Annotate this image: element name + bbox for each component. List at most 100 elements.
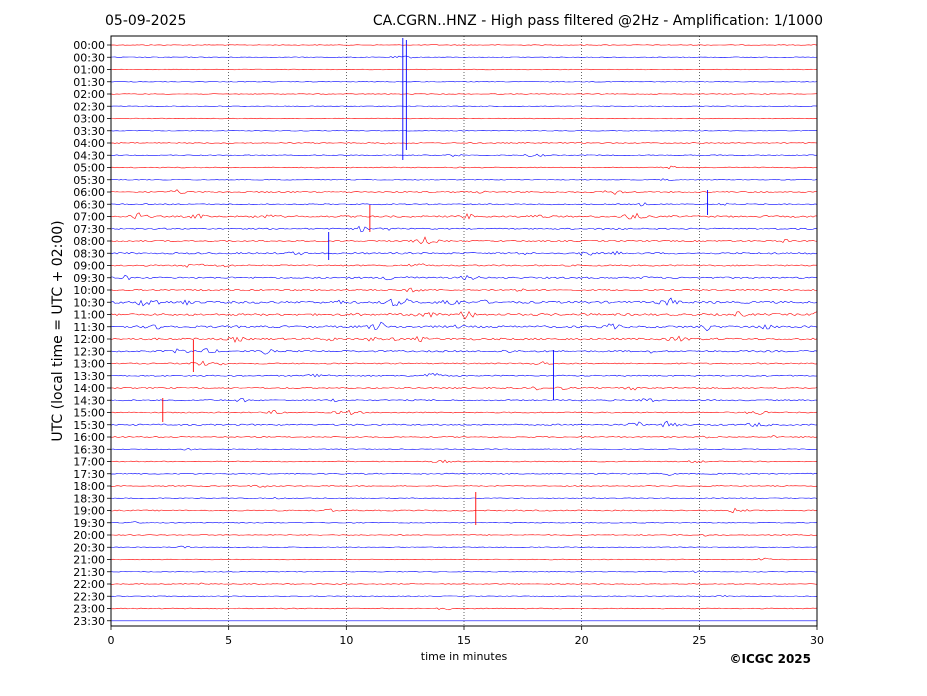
trace-2030 bbox=[110, 545, 818, 549]
trace-0900 bbox=[110, 263, 817, 268]
trace-1000 bbox=[110, 287, 818, 293]
y-tick-label: 04:00 bbox=[73, 137, 105, 150]
y-tick-label: 06:30 bbox=[73, 198, 105, 211]
y-tick-label: 20:30 bbox=[73, 541, 105, 554]
trace-0400 bbox=[110, 141, 818, 145]
trace-1600 bbox=[110, 435, 818, 439]
y-tick-label: 19:30 bbox=[73, 517, 105, 530]
trace-0800 bbox=[110, 236, 818, 245]
y-tick-label: 13:00 bbox=[73, 358, 105, 371]
trace-0330 bbox=[110, 130, 818, 132]
y-tick-label: 15:00 bbox=[73, 407, 105, 420]
y-tick-label: 07:00 bbox=[73, 211, 105, 224]
trace-0230 bbox=[110, 105, 818, 107]
trace-2230 bbox=[110, 595, 818, 598]
trace-0300 bbox=[111, 117, 818, 120]
chart-date: 05-09-2025 bbox=[105, 13, 186, 29]
trace-0030 bbox=[110, 55, 818, 59]
y-tick-label: 08:00 bbox=[73, 235, 105, 248]
trace-0630 bbox=[110, 202, 818, 207]
trace-0700 bbox=[110, 212, 817, 220]
y-tick-label: 23:30 bbox=[73, 615, 105, 628]
trace-0100 bbox=[110, 68, 818, 71]
y-tick-label: 21:00 bbox=[73, 554, 105, 567]
y-tick-label: 04:30 bbox=[73, 149, 105, 162]
trace-0430 bbox=[110, 153, 818, 157]
trace-0730 bbox=[110, 225, 818, 233]
y-tick-label: 11:30 bbox=[73, 321, 105, 334]
chart-title: CA.CGRN..HNZ - High pass filtered @2Hz -… bbox=[373, 13, 823, 29]
seismic-event-spikes bbox=[162, 38, 709, 525]
trace-1030 bbox=[110, 297, 818, 307]
y-tick-label: 12:00 bbox=[73, 333, 105, 346]
y-axis-ticks: 00:0000:3001:0001:3002:0002:3003:0003:30… bbox=[73, 39, 111, 628]
y-tick-label: 06:00 bbox=[73, 186, 105, 199]
trace-0130 bbox=[110, 81, 818, 83]
y-tick-label: 00:30 bbox=[73, 51, 105, 64]
trace-1730 bbox=[110, 472, 818, 476]
y-tick-label: 05:00 bbox=[73, 162, 105, 175]
trace-1530 bbox=[110, 420, 818, 428]
y-tick-label: 03:00 bbox=[73, 113, 105, 126]
trace-2000 bbox=[111, 534, 818, 537]
y-tick-label: 20:00 bbox=[73, 529, 105, 542]
trace-0600 bbox=[110, 189, 818, 195]
x-axis-label: time in minutes bbox=[421, 650, 508, 663]
trace-1200 bbox=[110, 335, 818, 343]
x-axis-ticks: 0 5 10 15 20 25 30 bbox=[108, 626, 824, 647]
x-tick-label: 0 bbox=[108, 634, 115, 647]
y-tick-label: 09:30 bbox=[73, 272, 105, 285]
trace-1330 bbox=[110, 373, 818, 378]
y-tick-label: 10:30 bbox=[73, 296, 105, 309]
trace-1300 bbox=[110, 360, 818, 366]
y-tick-label: 17:00 bbox=[73, 456, 105, 469]
y-tick-label: 14:00 bbox=[73, 382, 105, 395]
y-tick-label: 10:00 bbox=[73, 284, 105, 297]
y-tick-label: 16:30 bbox=[73, 443, 105, 456]
y-tick-label: 13:30 bbox=[73, 370, 105, 383]
y-tick-label: 07:30 bbox=[73, 223, 105, 236]
x-tick-label: 20 bbox=[575, 634, 589, 647]
trace-1400 bbox=[110, 386, 818, 391]
y-tick-label: 17:30 bbox=[73, 468, 105, 481]
y-tick-label: 19:00 bbox=[73, 505, 105, 518]
x-tick-label: 30 bbox=[810, 634, 824, 647]
y-tick-label: 03:30 bbox=[73, 125, 105, 138]
y-tick-label: 15:30 bbox=[73, 419, 105, 432]
trace-1900 bbox=[110, 507, 818, 514]
y-tick-label: 02:30 bbox=[73, 100, 105, 113]
trace-0200 bbox=[110, 93, 818, 95]
y-tick-label: 01:30 bbox=[73, 76, 105, 89]
y-tick-label: 05:30 bbox=[73, 174, 105, 187]
x-tick-label: 10 bbox=[339, 634, 353, 647]
y-tick-label: 22:00 bbox=[73, 578, 105, 591]
vertical-gridlines bbox=[228, 36, 700, 626]
trace-2300 bbox=[110, 607, 818, 611]
trace-2200 bbox=[110, 582, 818, 585]
trace-0530 bbox=[110, 178, 818, 181]
trace-2100 bbox=[110, 557, 818, 561]
y-tick-label: 14:30 bbox=[73, 394, 105, 407]
seismic-traces bbox=[110, 44, 818, 622]
y-tick-label: 16:00 bbox=[73, 431, 105, 444]
trace-1100 bbox=[110, 310, 818, 320]
y-tick-label: 18:00 bbox=[73, 480, 105, 493]
y-tick-label: 08:30 bbox=[73, 247, 105, 260]
trace-0000 bbox=[110, 44, 818, 46]
trace-1630 bbox=[110, 448, 818, 451]
trace-1830 bbox=[110, 496, 818, 500]
trace-1230 bbox=[110, 348, 818, 355]
trace-1430 bbox=[110, 398, 818, 403]
trace-1700 bbox=[110, 459, 818, 464]
trace-1130 bbox=[110, 321, 818, 332]
trace-2130 bbox=[110, 570, 818, 573]
y-tick-label: 09:00 bbox=[73, 260, 105, 273]
copyright-notice: ©ICGC 2025 bbox=[729, 652, 811, 666]
trace-1930 bbox=[110, 521, 818, 524]
trace-1500 bbox=[110, 409, 818, 415]
y-tick-label: 01:00 bbox=[73, 64, 105, 77]
y-tick-label: 18:30 bbox=[73, 492, 105, 505]
y-tick-label: 22:30 bbox=[73, 590, 105, 603]
